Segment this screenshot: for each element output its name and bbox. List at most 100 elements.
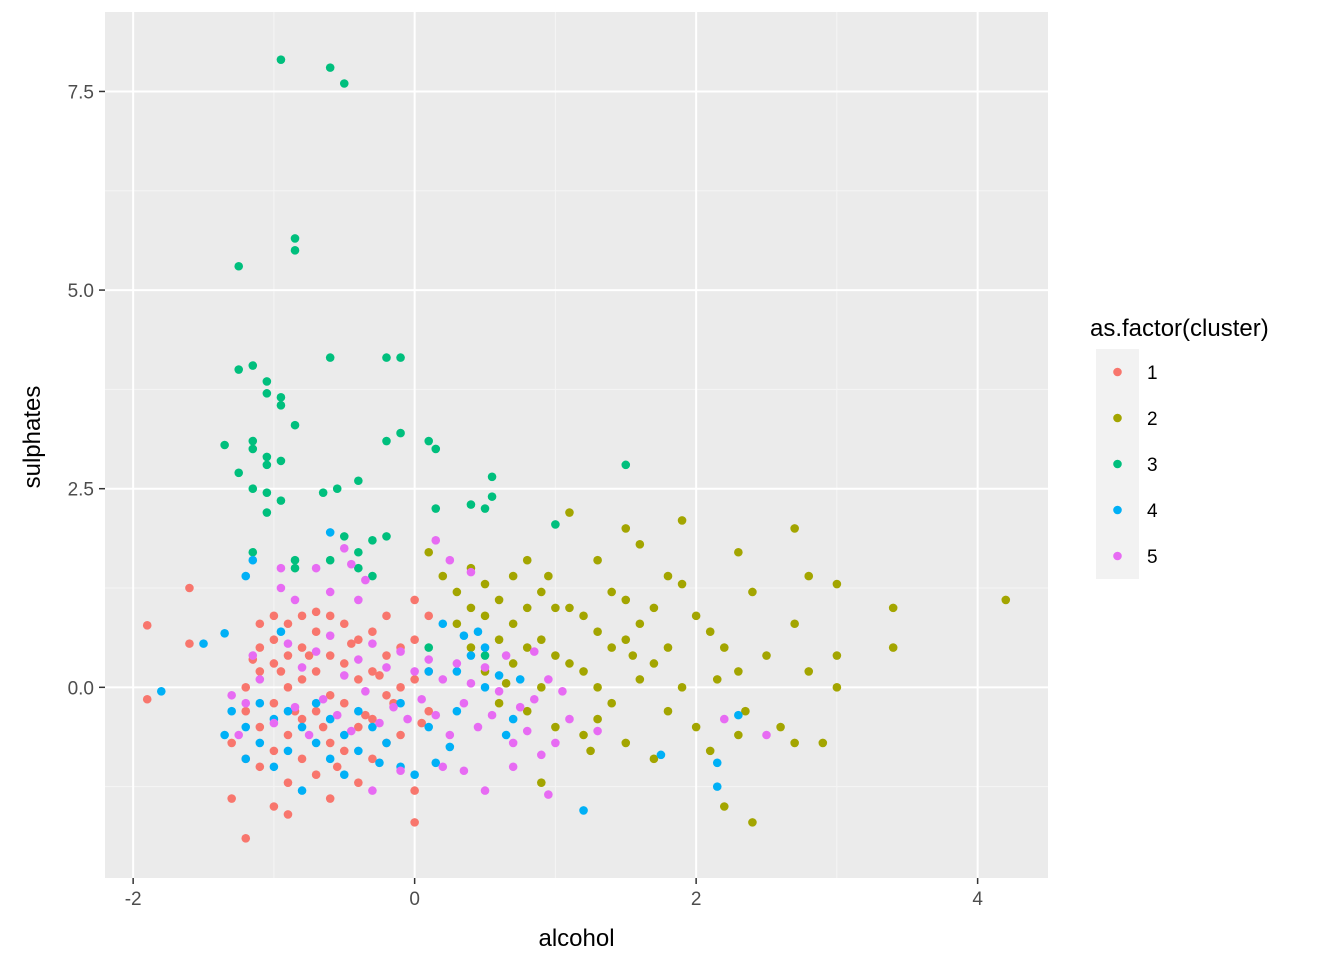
y-tick-label: 5.0 xyxy=(68,281,94,302)
point-cluster-2 xyxy=(790,524,799,533)
point-cluster-3 xyxy=(354,563,363,573)
point-cluster-5 xyxy=(304,730,314,740)
point-cluster-1 xyxy=(283,810,293,819)
point-cluster-2 xyxy=(593,555,602,565)
point-cluster-5 xyxy=(544,675,553,684)
point-cluster-2 xyxy=(748,818,757,827)
point-cluster-3 xyxy=(431,444,441,454)
point-cluster-1 xyxy=(382,611,391,621)
point-cluster-1 xyxy=(297,643,307,652)
point-cluster-1 xyxy=(297,611,307,621)
point-cluster-2 xyxy=(551,651,560,660)
point-cluster-4 xyxy=(375,758,384,768)
point-cluster-3 xyxy=(290,555,300,565)
point-cluster-2 xyxy=(719,802,729,811)
point-cluster-5 xyxy=(522,726,532,736)
point-cluster-1 xyxy=(368,754,377,764)
point-cluster-5 xyxy=(269,718,279,728)
point-cluster-3 xyxy=(262,452,272,462)
point-cluster-1 xyxy=(255,643,265,652)
point-cluster-5 xyxy=(332,710,342,720)
point-cluster-3 xyxy=(396,428,405,438)
point-cluster-2 xyxy=(705,746,715,756)
point-cluster-4 xyxy=(339,730,349,740)
point-cluster-2 xyxy=(677,683,687,692)
x-tick-label: -2 xyxy=(125,889,142,910)
data-points xyxy=(142,55,1011,843)
point-cluster-5 xyxy=(290,595,300,605)
point-cluster-3 xyxy=(262,508,272,517)
point-cluster-4 xyxy=(452,667,462,676)
point-cluster-3 xyxy=(487,472,497,482)
x-axis: -2 0 2 4 xyxy=(125,878,983,910)
point-cluster-1 xyxy=(368,627,377,637)
point-cluster-2 xyxy=(565,603,574,613)
point-cluster-4 xyxy=(248,555,258,565)
point-cluster-2 xyxy=(579,667,588,676)
point-cluster-2 xyxy=(832,651,842,660)
major-gridlines xyxy=(105,12,1048,878)
point-cluster-1 xyxy=(325,738,335,748)
point-cluster-5 xyxy=(354,655,363,664)
legend-marker-2 xyxy=(1113,413,1122,423)
point-cluster-2 xyxy=(628,651,638,660)
point-cluster-4 xyxy=(480,643,490,652)
point-cluster-2 xyxy=(635,675,645,684)
point-cluster-1 xyxy=(241,833,251,843)
point-cluster-3 xyxy=(290,246,300,255)
legend-marker-3 xyxy=(1113,459,1122,469)
point-cluster-4 xyxy=(579,806,588,815)
point-cluster-1 xyxy=(241,683,251,692)
point-cluster-1 xyxy=(354,635,363,644)
point-cluster-1 xyxy=(339,659,349,668)
point-cluster-4 xyxy=(339,770,349,780)
point-cluster-1 xyxy=(396,683,405,692)
point-cluster-4 xyxy=(424,667,434,676)
point-cluster-1 xyxy=(368,714,377,724)
point-cluster-2 xyxy=(776,722,785,732)
point-cluster-5 xyxy=(719,714,729,724)
point-cluster-3 xyxy=(424,643,434,652)
point-cluster-1 xyxy=(396,730,405,740)
point-cluster-5 xyxy=(403,714,412,724)
point-cluster-1 xyxy=(304,651,314,660)
point-cluster-3 xyxy=(325,353,335,362)
point-cluster-1 xyxy=(325,611,335,621)
point-cluster-2 xyxy=(593,683,602,692)
point-cluster-1 xyxy=(269,802,279,811)
point-cluster-5 xyxy=(396,766,405,776)
point-cluster-3 xyxy=(248,444,258,454)
point-cluster-1 xyxy=(297,754,307,764)
point-cluster-2 xyxy=(579,611,588,621)
point-cluster-2 xyxy=(551,603,560,613)
point-cluster-1 xyxy=(410,818,419,827)
y-tick-label: 7.5 xyxy=(68,82,94,103)
point-cluster-2 xyxy=(494,595,504,605)
point-cluster-5 xyxy=(368,786,377,795)
x-tick-label: 0 xyxy=(409,889,420,910)
point-cluster-3 xyxy=(276,496,286,505)
point-cluster-5 xyxy=(389,702,398,712)
point-cluster-4 xyxy=(297,722,307,732)
point-cluster-5 xyxy=(354,595,363,605)
point-cluster-2 xyxy=(508,571,518,581)
point-cluster-5 xyxy=(487,710,497,720)
point-cluster-3 xyxy=(248,484,258,493)
point-cluster-1 xyxy=(354,675,363,684)
point-cluster-2 xyxy=(508,659,518,668)
point-cluster-3 xyxy=(325,555,335,565)
point-cluster-4 xyxy=(656,750,666,760)
point-cluster-2 xyxy=(888,603,898,613)
point-cluster-2 xyxy=(635,619,645,629)
point-cluster-3 xyxy=(431,504,441,513)
point-cluster-2 xyxy=(741,706,750,716)
point-cluster-2 xyxy=(712,675,722,684)
point-cluster-1 xyxy=(382,651,391,660)
point-cluster-4 xyxy=(241,571,251,581)
point-cluster-2 xyxy=(565,659,574,668)
point-cluster-5 xyxy=(501,651,511,660)
point-cluster-4 xyxy=(494,671,504,680)
point-cluster-5 xyxy=(325,631,335,640)
legend-label-3: 3 xyxy=(1147,455,1158,476)
point-cluster-4 xyxy=(734,710,743,720)
